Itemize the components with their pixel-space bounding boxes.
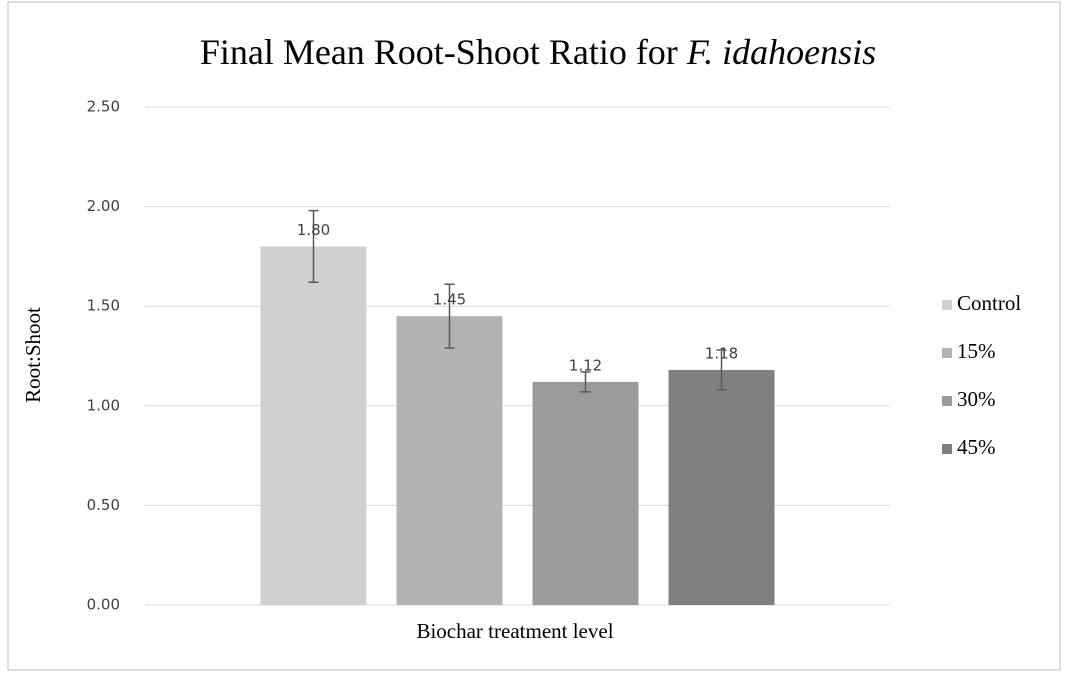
data-label: 1.45 [433,291,466,309]
data-label: 1.80 [297,221,330,239]
legend-swatch [942,300,952,310]
y-axis-label: Root:Shoot [21,307,45,403]
chart-title: Final Mean Root-Shoot Ratio for F. idaho… [200,32,876,72]
error-bar [444,283,455,349]
bar [396,316,503,605]
legend-swatch [942,444,952,454]
legend-label: 30% [957,387,996,411]
error-bar [580,371,591,393]
legend-label: 15% [957,339,996,363]
legend-label: Control [957,291,1021,315]
y-tick-label: 0.00 [87,596,120,614]
title-text: Final Mean Root-Shoot Ratio for [200,32,678,72]
y-tick-label: 2.00 [87,197,120,215]
error-bar [308,209,319,284]
y-tick-label: 2.50 [87,98,120,116]
legend-swatch [942,396,952,406]
title-species: F. idahoensis [686,32,876,72]
x-axis-label: Biochar treatment level [416,619,613,643]
data-label: 1.18 [705,344,738,362]
y-tick-label: 1.00 [87,396,120,414]
y-tick-label: 0.50 [87,496,120,514]
legend-swatch [942,348,952,358]
data-label: 1.12 [569,356,602,374]
y-tick-label: 1.50 [87,297,120,315]
bar [260,246,367,605]
legend-label: 45% [957,435,996,459]
bar [532,381,639,605]
bar [668,369,775,605]
error-bar [716,349,727,391]
